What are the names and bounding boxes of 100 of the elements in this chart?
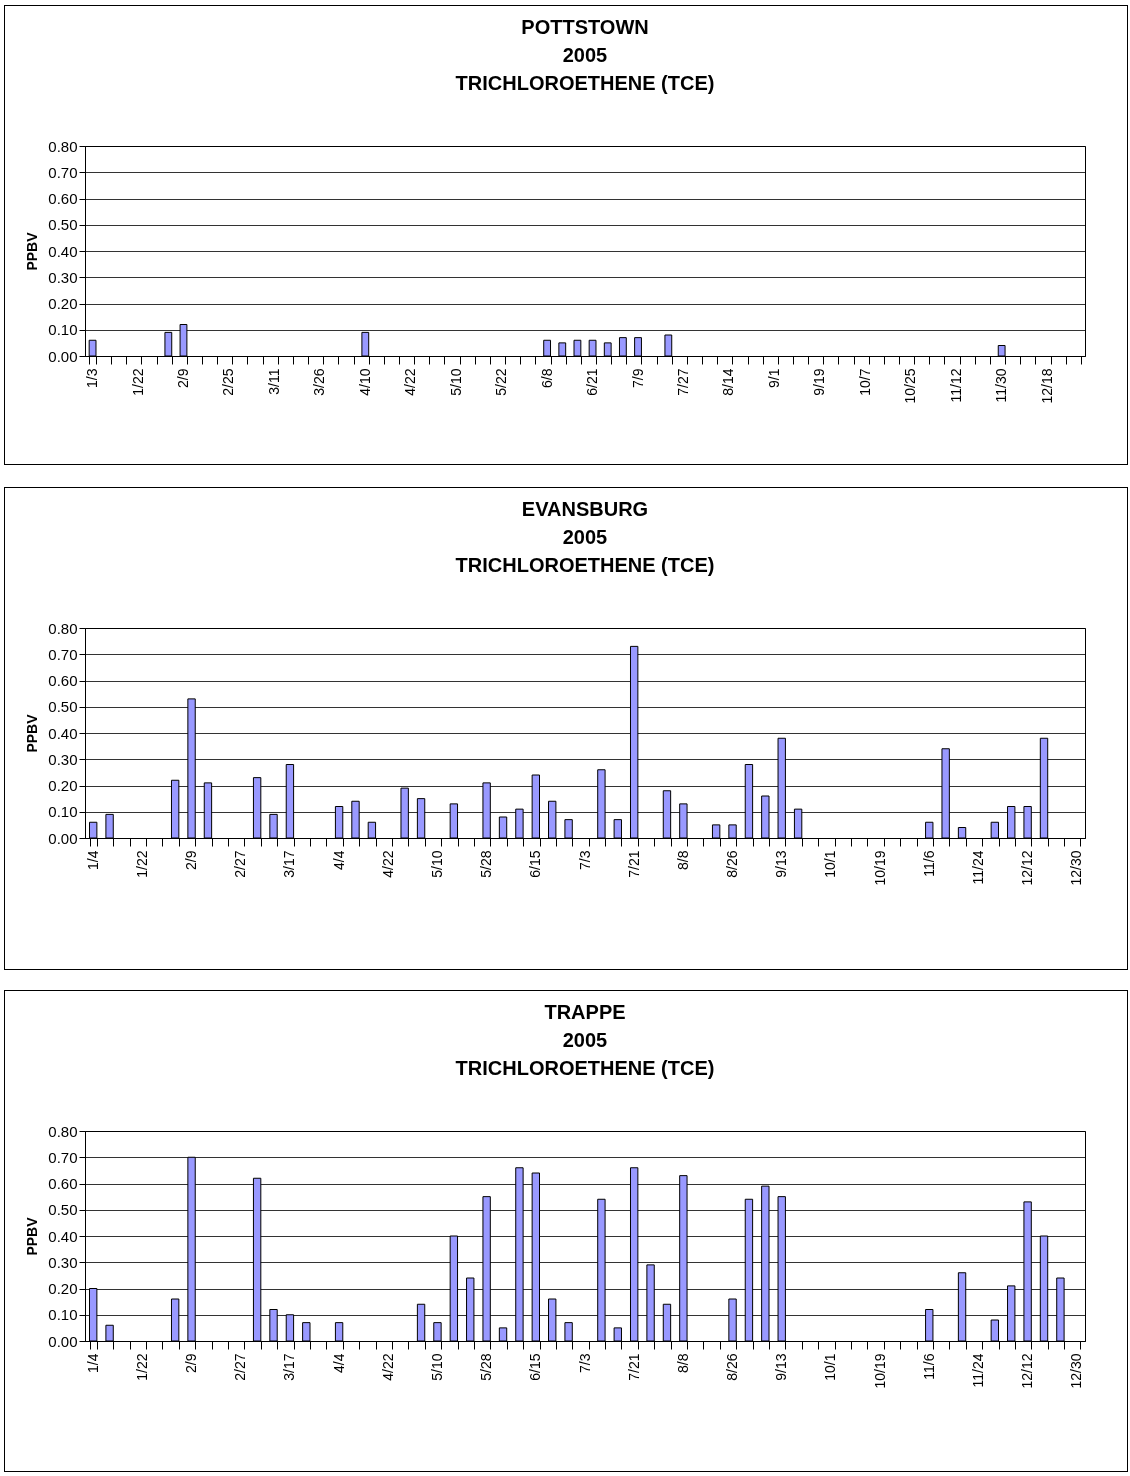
x-tick-label: 12/30 <box>1068 1353 1085 1389</box>
x-tick-label: 1/3 <box>84 368 101 388</box>
bar <box>664 334 673 357</box>
bar <box>334 1322 344 1342</box>
y-tick-label: 0.60 <box>48 1175 78 1192</box>
y-tick-label: 0.10 <box>48 1306 78 1324</box>
x-tick-label: 8/26 <box>724 1353 741 1381</box>
x-tick-label: 10/25 <box>902 368 919 404</box>
x-tick-label: 7/27 <box>674 368 691 396</box>
chart-title: TRAPPE 2005 TRICHLOROETHENE (TCE) <box>455 1001 715 1079</box>
y-axis-title: PPBV <box>24 231 41 271</box>
y-tick-label: 0.10 <box>48 321 78 339</box>
x-tick-label: 8/14 <box>720 368 737 396</box>
x-tick-label: 7/3 <box>576 1353 593 1373</box>
y-axis-title: PPBV <box>24 713 41 753</box>
bar <box>498 816 508 839</box>
chart-title: EVANSBURG 2005 TRICHLOROETHENE (TCE) <box>455 498 715 576</box>
x-tick-label: 9/19 <box>811 368 828 396</box>
x-tick-label: 5/10 <box>428 850 445 878</box>
y-tick-label: 0.00 <box>48 1332 78 1350</box>
x-tick-label: 9/1 <box>765 368 782 388</box>
x-tick-label: 5/28 <box>478 1353 495 1381</box>
y-tick-label: 0.50 <box>48 698 78 716</box>
x-tick-label: 4/22 <box>402 368 419 396</box>
y-tick-label: 0.20 <box>48 295 78 312</box>
x-tick-label: 11/24 <box>969 850 986 885</box>
x-tick-label: 2/9 <box>183 850 200 870</box>
x-tick-label: 9/13 <box>773 1353 790 1381</box>
x-tick-label: 7/3 <box>576 850 593 870</box>
x-tick-label: 12/18 <box>1038 368 1055 404</box>
y-tick-label: 0.80 <box>48 619 78 637</box>
y-tick-label: 0.30 <box>48 750 78 768</box>
y-tick-label: 0.50 <box>48 216 78 234</box>
x-tick-label: 2/9 <box>183 1353 200 1373</box>
y-tick-label: 0.30 <box>48 268 78 286</box>
x-tick-label: 4/22 <box>379 850 396 878</box>
x-tick-label: 1/22 <box>129 368 146 396</box>
y-axis-title: PPBV <box>24 1216 41 1256</box>
x-tick-label: 5/28 <box>478 850 495 878</box>
x-tick-label: 5/10 <box>447 368 464 396</box>
y-tick-label: 0.20 <box>48 777 78 794</box>
x-tick-label: 1/4 <box>84 1353 101 1373</box>
chart-title: POTTSTOWN 2005 TRICHLOROETHENE (TCE) <box>455 16 715 94</box>
x-tick-label: 12/30 <box>1068 850 1085 886</box>
x-tick-label: 8/26 <box>724 850 741 878</box>
bar <box>573 339 582 357</box>
x-tick-label: 1/22 <box>133 850 150 878</box>
x-tick-label: 2/9 <box>174 368 191 388</box>
bar <box>543 339 552 357</box>
bar <box>711 824 721 839</box>
x-tick-label: 8/8 <box>674 850 691 870</box>
x-tick-label: 7/9 <box>629 368 646 388</box>
x-tick-label: 9/13 <box>773 850 790 878</box>
y-tick-label: 0.40 <box>48 242 78 260</box>
x-tick-label: 6/15 <box>527 1353 544 1381</box>
x-tick-label: 2/27 <box>232 850 249 878</box>
x-tick-label: 2/27 <box>232 1353 249 1381</box>
bar <box>498 1327 508 1342</box>
x-tick-label: 10/7 <box>856 368 873 396</box>
x-tick-label: 10/1 <box>822 1353 839 1381</box>
x-tick-label: 10/19 <box>871 1353 888 1389</box>
x-tick-label: 5/10 <box>428 1353 445 1381</box>
x-tick-label: 2/25 <box>220 368 237 396</box>
y-tick-label: 0.20 <box>48 1280 78 1297</box>
y-tick-label: 0.00 <box>48 829 78 847</box>
x-tick-label: 4/22 <box>379 1353 396 1381</box>
y-tick-label: 0.70 <box>48 1148 78 1166</box>
y-tick-label: 0.80 <box>48 1122 78 1140</box>
x-tick-label: 1/4 <box>84 850 101 870</box>
y-tick-label: 0.00 <box>48 347 78 365</box>
y-tick-label: 0.70 <box>48 163 78 181</box>
bar <box>558 342 567 357</box>
x-tick-label: 7/21 <box>625 1353 642 1381</box>
y-tick-label: 0.50 <box>48 1201 78 1219</box>
y-tick-label: 0.10 <box>48 803 78 821</box>
x-tick-label: 4/4 <box>330 850 347 870</box>
x-tick-label: 12/12 <box>1019 850 1036 886</box>
bar <box>367 821 377 839</box>
x-tick-label: 3/11 <box>265 368 282 395</box>
y-tick-label: 0.80 <box>48 137 78 155</box>
y-tick-label: 0.30 <box>48 1253 78 1271</box>
x-tick-label: 11/6 <box>920 1353 937 1380</box>
bar <box>957 827 967 839</box>
x-tick-label: 8/8 <box>674 1353 691 1373</box>
x-tick-label: 1/22 <box>133 1353 150 1381</box>
y-tick-label: 0.60 <box>48 672 78 689</box>
bar <box>990 821 1000 839</box>
y-tick-label: 0.60 <box>48 190 78 207</box>
x-tick-label: 4/10 <box>356 368 373 396</box>
x-tick-label: 4/4 <box>330 1353 347 1373</box>
x-tick-label: 12/12 <box>1019 1353 1036 1389</box>
y-tick-label: 0.70 <box>48 645 78 663</box>
x-tick-label: 7/21 <box>625 850 642 878</box>
x-tick-label: 11/30 <box>993 368 1010 403</box>
x-tick-label: 11/6 <box>920 850 937 877</box>
x-tick-label: 11/12 <box>947 368 964 403</box>
bar <box>990 1319 1000 1342</box>
y-tick-label: 0.40 <box>48 724 78 742</box>
x-tick-label: 11/24 <box>969 1353 986 1388</box>
x-tick-label: 6/15 <box>527 850 544 878</box>
